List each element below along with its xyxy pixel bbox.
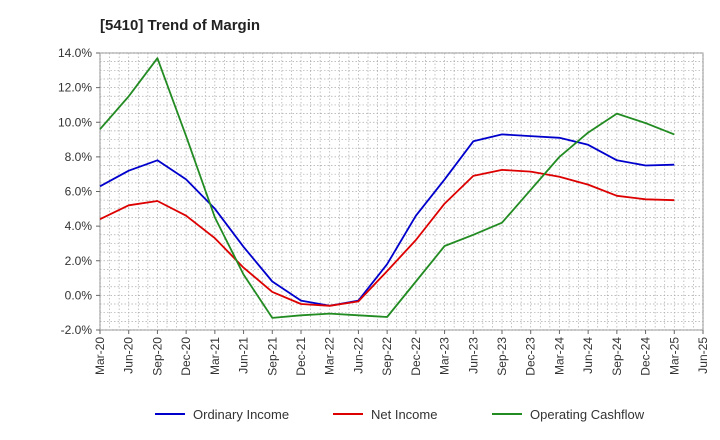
x-tick-label: Sep-20 — [150, 337, 164, 376]
x-tick-label: Sep-23 — [495, 337, 509, 376]
chart-title: [5410] Trend of Margin — [100, 17, 260, 34]
x-axis-ticks: Mar-20 Jun-20 Sep-20 Dec-20 Mar-21 Jun-21 Sep-… — [93, 330, 710, 376]
legend-label: Operating Cashflow — [530, 407, 645, 422]
y-tick-label: -2.0% — [61, 323, 93, 337]
grid-lines — [99, 52, 704, 331]
x-tick-label: Dec-22 — [409, 337, 423, 376]
y-tick-label: 14.0% — [58, 46, 92, 60]
series-line-ordinary-income — [99, 133, 675, 307]
x-tick-label: Mar-25 — [667, 337, 681, 375]
legend-label: Net Income — [371, 407, 437, 422]
legend: Ordinary Income Net Income Operating Cashf… — [155, 407, 645, 422]
x-tick-label: Jun-21 — [237, 337, 251, 374]
y-tick-label: 10.0% — [58, 115, 92, 129]
series-line-net-income — [99, 168, 675, 307]
x-tick-label: Jun-20 — [122, 337, 136, 374]
y-tick-label: 8.0% — [65, 150, 93, 164]
x-tick-label: Mar-22 — [323, 337, 337, 375]
x-tick-label: Mar-23 — [438, 337, 452, 375]
x-tick-label: Jun-22 — [351, 337, 365, 374]
x-tick-label: Jun-25 — [696, 337, 710, 374]
x-tick-label: Dec-23 — [524, 337, 538, 376]
series-lines — [99, 57, 675, 319]
y-tick-label: 2.0% — [65, 254, 93, 268]
x-tick-label: Sep-22 — [380, 337, 394, 376]
y-tick-label: 12.0% — [58, 81, 92, 95]
x-tick-label: Dec-20 — [179, 337, 193, 376]
x-tick-label: Sep-21 — [265, 337, 279, 376]
x-tick-label: Dec-24 — [639, 337, 653, 376]
x-tick-label: Dec-21 — [294, 337, 308, 376]
y-tick-label: 4.0% — [65, 219, 93, 233]
y-tick-label: 0.0% — [65, 288, 93, 302]
y-tick-label: 6.0% — [65, 185, 93, 199]
legend-label: Ordinary Income — [193, 407, 289, 422]
series-line-operating-cashflow — [99, 57, 675, 319]
x-tick-label: Mar-24 — [552, 337, 566, 375]
x-tick-label: Jun-23 — [466, 337, 480, 374]
x-tick-label: Sep-24 — [610, 337, 624, 376]
x-tick-label: Jun-24 — [581, 337, 595, 374]
x-tick-label: Mar-20 — [93, 337, 107, 375]
x-tick-label: Mar-21 — [208, 337, 222, 375]
y-axis-ticks: -2.0% 0.0% 2.0% 4.0% 6.0% 8.0% 10.0% 12.0% 14.0% — [58, 46, 100, 337]
